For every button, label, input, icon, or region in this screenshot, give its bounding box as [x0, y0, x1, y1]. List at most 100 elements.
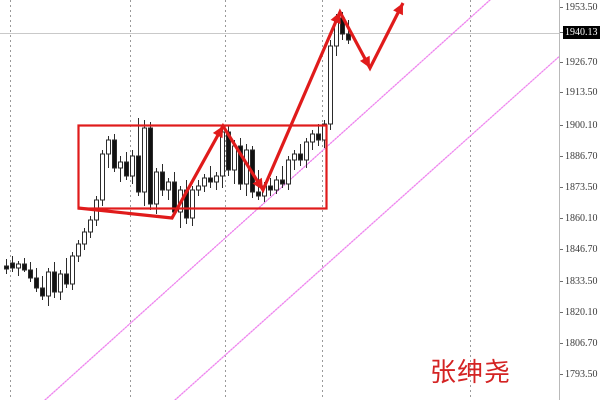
price-tick-label: 1820.10 — [565, 307, 598, 318]
candlestick — [64, 258, 69, 288]
tick-mark — [560, 374, 563, 375]
candlestick — [106, 136, 111, 168]
price-tick-label: 1806.70 — [565, 338, 598, 349]
zigzag-arrowhead — [330, 12, 341, 25]
candlestick — [118, 156, 123, 182]
tick-mark — [560, 281, 563, 282]
candlestick — [28, 262, 33, 282]
price-tick-label: 1793.50 — [565, 369, 598, 380]
candlestick — [214, 172, 219, 190]
tick-mark — [560, 343, 563, 344]
candlestick — [82, 228, 87, 250]
candlestick — [316, 124, 321, 146]
candlestick-series — [4, 12, 351, 306]
candle-body — [76, 243, 81, 257]
candlestick — [244, 144, 249, 196]
candle-body — [268, 185, 273, 191]
tick-mark — [560, 32, 563, 33]
candle-body — [64, 273, 69, 285]
candle-body — [52, 271, 57, 293]
tick-mark — [560, 187, 563, 188]
chart-canvas[interactable] — [0, 0, 559, 400]
consolidation-box — [77, 124, 328, 210]
candlestick — [166, 178, 171, 200]
candle-body — [160, 171, 165, 191]
price-tick-label: 1926.70 — [565, 57, 598, 68]
candle-body — [88, 219, 93, 233]
zigzag-arrowhead — [252, 177, 263, 190]
price-tick-label: 1913.50 — [565, 87, 598, 98]
candlestick — [286, 156, 291, 190]
zigzag-arrowhead — [212, 126, 223, 139]
price-tick-label: 1886.70 — [565, 151, 598, 162]
candle-body — [154, 171, 159, 205]
candlestick — [34, 268, 39, 292]
candle-body — [58, 273, 63, 293]
channel-trendlines — [44, 0, 559, 400]
candlestick — [328, 40, 333, 130]
candlestick — [124, 152, 129, 180]
candle-body — [238, 145, 243, 185]
candle-body — [4, 265, 9, 270]
candle-body — [256, 191, 261, 197]
candle-body — [10, 262, 15, 269]
candlestick — [100, 150, 105, 206]
tick-mark — [560, 7, 563, 8]
candle-body — [166, 181, 171, 191]
price-tick-label: 1833.50 — [565, 276, 598, 287]
candlestick — [58, 270, 63, 300]
price-tick-label: 1860.10 — [565, 213, 598, 224]
price-tick-label: 1900.10 — [565, 120, 598, 131]
candle-body — [196, 185, 201, 191]
price-tick-label: 1953.50 — [565, 2, 598, 13]
candle-body — [148, 127, 153, 205]
candle-body — [82, 231, 87, 245]
zigzag-arrowhead — [393, 3, 403, 16]
candlestick — [346, 20, 351, 44]
candlestick — [46, 268, 51, 306]
candle-body — [112, 139, 117, 169]
candlestick — [238, 138, 243, 190]
tick-mark — [560, 125, 563, 126]
candlestick — [298, 144, 303, 166]
candle-body — [316, 133, 321, 141]
candle-body — [34, 277, 39, 289]
candle-body — [310, 133, 315, 143]
lower-channel — [174, 55, 559, 400]
candlestick — [142, 120, 147, 206]
candle-body — [280, 179, 285, 185]
price-tick-label: 1940.13 — [563, 26, 600, 39]
candlestick — [280, 166, 285, 188]
candlestick — [148, 122, 153, 210]
candlestick — [190, 186, 195, 226]
candlestick — [268, 178, 273, 196]
candlestick — [292, 150, 297, 170]
candle-body — [40, 287, 45, 297]
price-axis[interactable]: 1953.50 1940.13 1926.70 1913.50 1900.10 1886.… — [559, 0, 600, 400]
candle-body — [124, 161, 129, 177]
zigzag-arrowhead — [359, 55, 370, 68]
candlestick — [52, 262, 57, 298]
candlestick — [310, 130, 315, 150]
candle-body — [292, 153, 297, 161]
tick-mark — [560, 156, 563, 157]
candlestick — [160, 164, 165, 196]
candle-body — [46, 271, 51, 297]
zigzag-projection-line — [77, 2, 405, 220]
tick-mark — [560, 312, 563, 313]
upper-channel — [44, 0, 491, 400]
candlestick — [88, 216, 93, 238]
price-tick-label: 1846.70 — [565, 244, 598, 255]
candle-body — [190, 189, 195, 219]
candlestick — [196, 180, 201, 196]
candlestick — [208, 166, 213, 188]
candle-body — [214, 175, 219, 183]
candle-body — [100, 153, 105, 201]
candlestick — [4, 259, 9, 274]
candle-body — [202, 177, 207, 187]
tick-mark — [560, 62, 563, 63]
tick-mark — [560, 218, 563, 219]
candlestick — [40, 276, 45, 300]
chart-plot-area[interactable] — [0, 0, 559, 400]
candlestick — [112, 134, 117, 172]
